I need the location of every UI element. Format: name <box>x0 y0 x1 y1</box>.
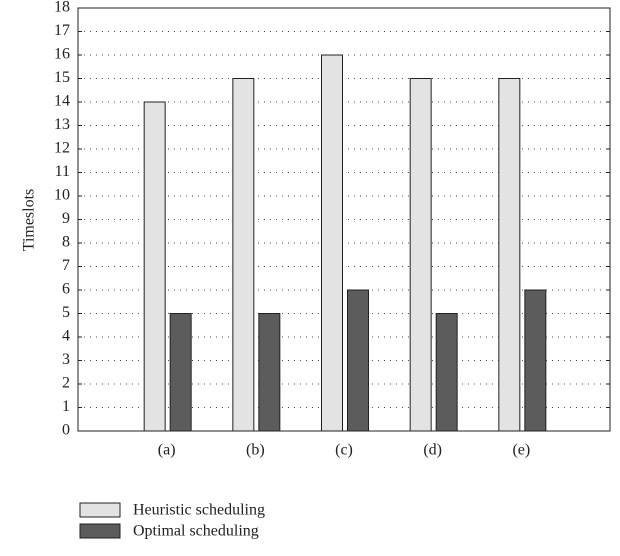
y-tick-label: 8 <box>62 234 70 251</box>
legend-swatch <box>79 502 121 518</box>
y-tick-label: 10 <box>54 187 70 204</box>
x-tick-label: (b) <box>246 442 265 459</box>
y-tick-label: 14 <box>54 93 70 110</box>
x-tick-label: (c) <box>335 442 353 459</box>
bar <box>498 78 521 432</box>
y-tick-label: 13 <box>54 116 70 133</box>
bar <box>435 313 458 432</box>
plot-frame <box>77 7 611 432</box>
y-tick-label: 18 <box>54 0 70 16</box>
y-tick-label: 17 <box>54 22 70 39</box>
bar <box>232 78 255 432</box>
x-tick-label: (e) <box>512 442 530 459</box>
legend-label: Optimal scheduling <box>133 523 259 540</box>
bar <box>347 289 369 432</box>
x-tick-label: (a) <box>158 442 176 459</box>
bar <box>321 54 343 432</box>
bar <box>409 78 432 432</box>
y-tick-label: 11 <box>55 163 70 180</box>
bar <box>169 313 192 432</box>
y-tick-label: 16 <box>54 46 70 63</box>
y-tick-label: 0 <box>62 422 70 439</box>
y-tick-label: 2 <box>62 375 70 392</box>
y-tick-label: 12 <box>54 140 70 157</box>
y-axis-label: Timeslots <box>21 189 38 252</box>
y-tick-label: 9 <box>62 210 70 227</box>
y-tick-label: 15 <box>54 69 70 86</box>
y-tick-label: 1 <box>62 398 70 415</box>
bar <box>258 313 281 432</box>
y-tick-label: 6 <box>62 281 70 298</box>
bar <box>143 101 166 432</box>
legend-label: Heuristic scheduling <box>133 502 265 519</box>
y-tick-label: 3 <box>62 351 70 368</box>
bar <box>524 289 547 432</box>
y-tick-label: 4 <box>62 328 70 345</box>
y-tick-label: 5 <box>62 304 70 321</box>
y-tick-label: 7 <box>62 257 70 274</box>
legend-swatch <box>79 523 121 539</box>
x-tick-label: (d) <box>423 442 442 459</box>
